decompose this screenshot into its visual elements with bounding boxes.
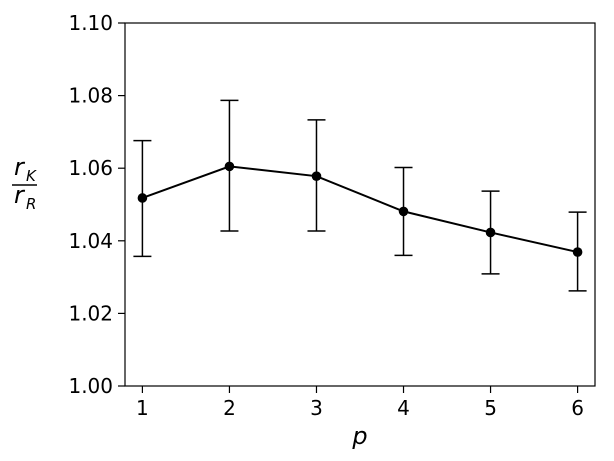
plot-area <box>124 22 596 387</box>
y-tick-label: 1.08 <box>68 84 113 108</box>
data-point <box>398 206 409 217</box>
y-label-denominator-sub: R <box>26 195 36 213</box>
y-tick-label: 1.06 <box>68 156 113 180</box>
y-label-numerator-base: r <box>14 153 26 181</box>
x-tick-label: 1 <box>136 396 149 420</box>
y-label-denominator-base: r <box>14 181 26 209</box>
y-axis: 1.00 1.02 1.04 1.06 1.08 1.10 <box>68 11 125 398</box>
data-point <box>572 247 583 257</box>
data-point <box>137 193 148 203</box>
error-bars <box>133 99 587 292</box>
y-tick-label: 1.02 <box>68 301 113 325</box>
data-point <box>485 227 496 238</box>
x-tick-label: 3 <box>310 396 323 420</box>
series-polyline <box>142 165 578 254</box>
x-tick-label: 5 <box>484 396 497 420</box>
y-axis-label: r K r R <box>12 153 37 213</box>
y-tick-label: 1.10 <box>68 11 113 35</box>
x-axis: 1 2 3 4 5 6 <box>136 386 584 420</box>
data-markers <box>137 161 583 257</box>
data-point <box>311 171 322 181</box>
plot-frame <box>124 22 596 387</box>
y-tick-label: 1.04 <box>68 229 113 253</box>
x-tick-label: 6 <box>571 396 584 420</box>
x-axis-label: p <box>351 422 367 450</box>
y-label-numerator-sub: K <box>26 167 37 185</box>
x-tick-label: 2 <box>223 396 236 420</box>
data-point <box>224 161 235 172</box>
x-tick-label: 4 <box>397 396 410 420</box>
y-tick-label: 1.00 <box>68 374 113 398</box>
series-line <box>142 165 578 254</box>
